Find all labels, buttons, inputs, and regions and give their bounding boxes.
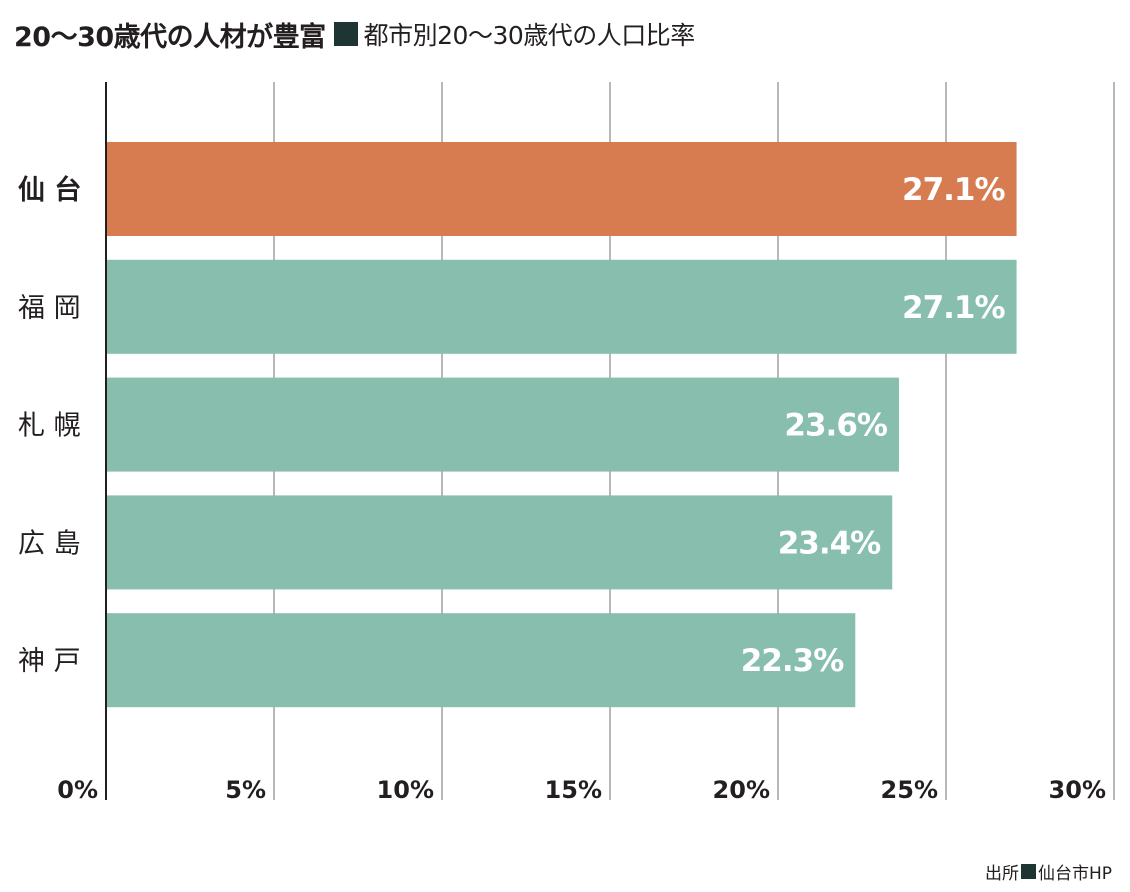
chart-subtitle: 都市別20〜30歳代の人口比率 [363, 21, 696, 50]
source-note: 出所 仙台市HP [985, 859, 1112, 884]
x-tick-label: 20% [713, 776, 770, 804]
bar [106, 495, 893, 590]
x-tick-label: 5% [225, 776, 266, 804]
bar [106, 613, 856, 708]
category-label: 福 岡 [18, 293, 81, 324]
x-tick-label: 25% [881, 776, 938, 804]
source-name: 仙台市HP [1037, 864, 1112, 884]
bar [106, 377, 899, 472]
x-tick-label: 0% [57, 776, 98, 804]
data-label: 23.4% [778, 525, 881, 561]
category-label: 仙 台 [18, 174, 81, 206]
bar [106, 259, 1017, 354]
category-label: 神 戸 [18, 646, 81, 677]
category-label: 広 島 [18, 528, 81, 559]
category-label: 札 幌 [18, 411, 81, 442]
x-tick-label: 10% [377, 776, 434, 804]
source-prefix: 出所 [984, 864, 1019, 884]
data-label: 22.3% [741, 643, 844, 679]
title-row: 20〜30歳代の人材が豊富 都市別20〜30歳代の人口比率 [14, 14, 695, 54]
x-tick-label: 30% [1049, 776, 1106, 804]
data-label: 23.6% [784, 408, 887, 444]
data-label: 27.1% [902, 290, 1005, 326]
data-label: 27.1% [902, 172, 1005, 208]
chart-title: 20〜30歳代の人材が豊富 [14, 21, 326, 53]
square-bullet-icon [333, 22, 358, 46]
square-bullet-icon [1020, 864, 1036, 879]
x-tick-label: 15% [545, 776, 602, 804]
bar [106, 142, 1017, 236]
